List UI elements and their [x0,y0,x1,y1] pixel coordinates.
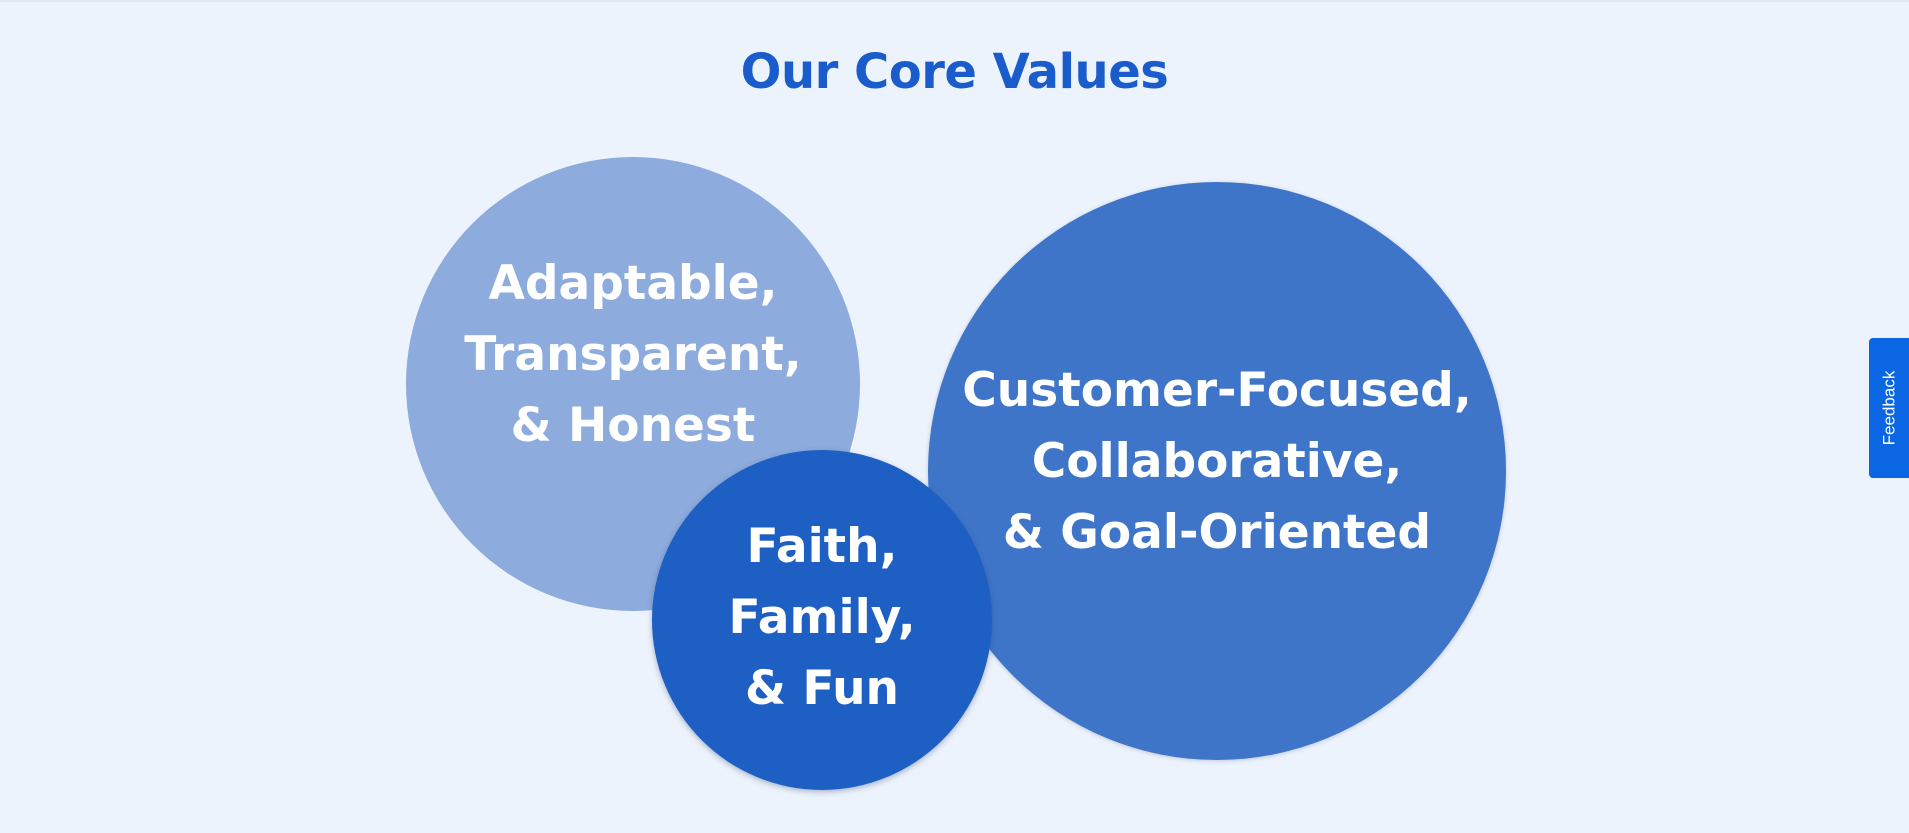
value-line: Adaptable, [488,255,778,311]
page-title: Our Core Values [740,44,1169,100]
value-line: Faith, [746,518,898,574]
value-circle-faith-family-fun: Faith, Family, & Fun [652,450,992,790]
value-text: Faith, Family, & Fun [728,511,915,724]
value-line: & Fun [744,660,900,716]
value-line: Collaborative, [1031,433,1403,489]
value-circle-customer-focused: Customer-Focused, Collaborative, & Goal-… [928,182,1506,760]
feedback-button[interactable]: Feedback [1869,338,1909,478]
feedback-label: Feedback [1879,370,1899,446]
value-line: & Honest [510,397,756,453]
value-line: Transparent, [464,326,802,382]
value-text: Customer-Focused, Collaborative, & Goal-… [962,355,1471,568]
value-line: & Goal-Oriented [1002,504,1432,560]
value-circle-adaptable: Adaptable, Transparent, & Honest [406,157,860,611]
value-line: Family, [728,589,916,645]
top-divider [0,0,1909,2]
value-text: Adaptable, Transparent, & Honest [464,248,801,461]
value-line: Customer-Focused, [962,362,1472,418]
